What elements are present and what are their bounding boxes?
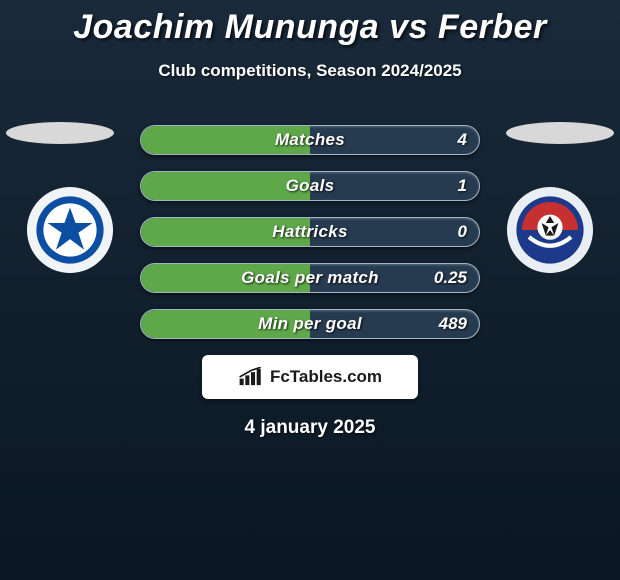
left-club-badge xyxy=(27,187,113,273)
stat-label: Goals xyxy=(141,172,479,200)
stat-bar: Goals1 xyxy=(140,171,480,201)
brand-box: FcTables.com xyxy=(202,355,418,399)
brand-chart-icon xyxy=(238,367,264,387)
stat-bar: Goals per match0.25 xyxy=(140,263,480,293)
date-text: 4 january 2025 xyxy=(0,417,620,439)
left-badge-icon xyxy=(35,195,105,265)
right-club-badge xyxy=(507,187,593,273)
stat-label: Goals per match xyxy=(141,264,479,292)
right-badge-icon xyxy=(515,195,585,265)
stat-value: 4 xyxy=(458,126,467,154)
subtitle: Club competitions, Season 2024/2025 xyxy=(0,61,620,81)
stat-label: Min per goal xyxy=(141,310,479,338)
stat-value: 0.25 xyxy=(434,264,467,292)
stat-value: 1 xyxy=(458,172,467,200)
stat-value: 0 xyxy=(458,218,467,246)
brand-text-after: Tables.com xyxy=(290,367,382,386)
brand-text-before: Fc xyxy=(270,367,290,386)
page-title: Joachim Mununga vs Ferber xyxy=(0,0,620,47)
right-player-silhouette xyxy=(506,122,614,144)
stats-area: Matches4Goals1Hattricks0Goals per match0… xyxy=(0,125,620,339)
stat-bar: Matches4 xyxy=(140,125,480,155)
left-player-silhouette xyxy=(6,122,114,144)
brand-text: FcTables.com xyxy=(270,367,382,387)
stat-label: Hattricks xyxy=(141,218,479,246)
stat-value: 489 xyxy=(439,310,467,338)
stat-bar: Hattricks0 xyxy=(140,217,480,247)
stat-bar: Min per goal489 xyxy=(140,309,480,339)
stat-label: Matches xyxy=(141,126,479,154)
infographic-card: Joachim Mununga vs Ferber Club competiti… xyxy=(0,0,620,580)
